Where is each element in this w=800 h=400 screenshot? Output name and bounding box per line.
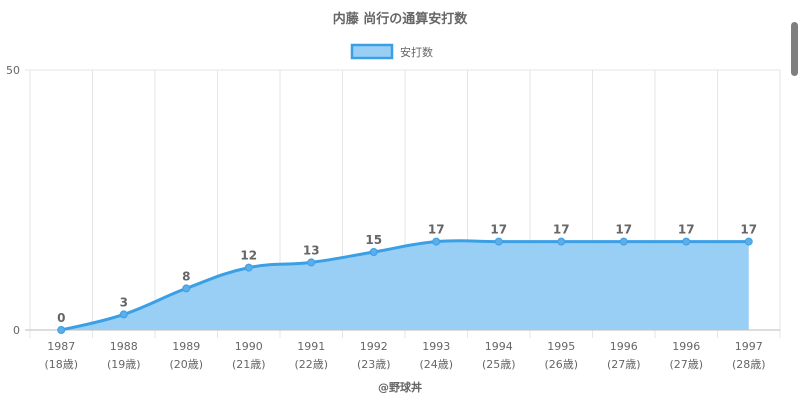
x-tick-label: 1994	[485, 340, 513, 353]
data-label: 17	[553, 223, 570, 237]
data-point	[619, 237, 628, 246]
data-point	[57, 326, 66, 334]
data-label: 0	[57, 311, 65, 325]
x-tick-sublabel: (19歳)	[107, 358, 141, 371]
data-label: 3	[120, 295, 128, 309]
x-tick-label: 1987	[47, 340, 75, 353]
data-label: 17	[428, 223, 445, 237]
data-label: 17	[615, 223, 632, 237]
x-tick-sublabel: (18歳)	[44, 358, 78, 371]
data-point	[182, 284, 191, 293]
x-tick-sublabel: (22歳)	[294, 358, 328, 371]
credit: @野球丼	[378, 380, 422, 394]
data-point	[682, 237, 691, 246]
x-tick-sublabel: (27歳)	[669, 358, 703, 371]
x-tick-label: 1989	[172, 340, 200, 353]
x-tick-label: 1993	[422, 340, 450, 353]
data-point	[557, 237, 566, 246]
data-label: 15	[365, 233, 382, 247]
scrollbar[interactable]	[791, 22, 798, 76]
data-label: 17	[678, 223, 695, 237]
data-point	[307, 258, 316, 267]
x-tick-label: 1996	[672, 340, 700, 353]
data-point	[119, 310, 128, 319]
x-tick-label: 1996	[610, 340, 638, 353]
x-tick-label: 1990	[235, 340, 263, 353]
data-point	[432, 237, 441, 246]
x-tick-sublabel: (21歳)	[232, 358, 266, 371]
x-tick-sublabel: (24歳)	[419, 358, 453, 371]
data-point	[369, 248, 378, 256]
data-point	[244, 263, 253, 272]
y-tick-label: 0	[13, 324, 20, 337]
x-tick-sublabel: (28歳)	[732, 358, 766, 371]
data-point	[744, 237, 753, 246]
x-tick-label: 1997	[735, 340, 763, 353]
legend-swatch	[350, 43, 394, 60]
legend-label: 安打数	[400, 45, 433, 59]
x-tick-sublabel: (26歳)	[544, 358, 578, 371]
data-label: 17	[490, 223, 507, 237]
x-tick-sublabel: (25歳)	[482, 358, 516, 371]
y-tick-label: 50	[6, 64, 20, 77]
x-tick-label: 1991	[297, 340, 325, 353]
data-point	[494, 237, 503, 246]
x-tick-sublabel: (23歳)	[357, 358, 391, 371]
data-label: 12	[240, 249, 257, 263]
data-label: 8	[182, 269, 190, 283]
x-tick-label: 1995	[547, 340, 575, 353]
area-fill	[61, 240, 749, 330]
x-tick-label: 1992	[360, 340, 388, 353]
x-tick-label: 1988	[110, 340, 138, 353]
x-tick-sublabel: (27歳)	[607, 358, 641, 371]
data-label: 13	[303, 243, 320, 257]
chart-title: 内藤 尚行の通算安打数	[333, 11, 469, 27]
x-tick-sublabel: (20歳)	[169, 358, 203, 371]
data-label: 17	[740, 223, 757, 237]
